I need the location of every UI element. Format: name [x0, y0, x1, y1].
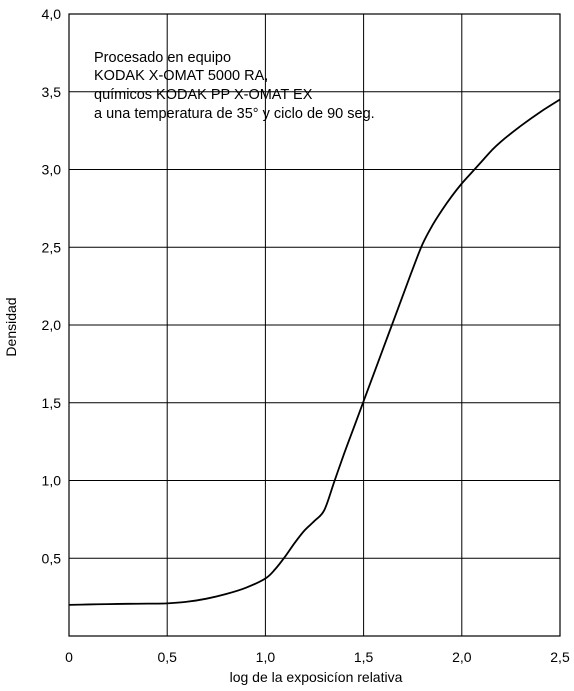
y-tick-label: 0,5 — [42, 550, 62, 566]
x-tick-label: 2,0 — [452, 649, 472, 665]
y-tick-label: 2,5 — [42, 239, 62, 255]
y-tick-label: 1,5 — [42, 395, 62, 411]
plot-frame — [68, 13, 561, 637]
annotation-line: Procesado en equipo — [94, 50, 231, 66]
y-axis-label: Densidad — [3, 297, 19, 356]
y-tick-label: 3,0 — [42, 162, 62, 178]
y-tick-labels: 0,5 1,0 1,5 2,0 2,5 3,0 3,5 4,0 — [42, 6, 62, 566]
series-line — [68, 98, 561, 606]
annotation-line: químicos KODAK PP X-OMAT EX — [94, 87, 313, 103]
x-tick-labels: 0 0,5 1,0 1,5 2,0 2,5 — [65, 649, 570, 665]
y-tick-label: 3,5 — [42, 84, 62, 100]
y-tick-label: 1,0 — [42, 473, 62, 489]
x-tick-label: 1,5 — [354, 649, 374, 665]
annotation-line: a una temperatura de 35° y ciclo de 90 s… — [94, 106, 375, 122]
x-tick-label: 1,0 — [256, 649, 276, 665]
y-tick-label: 4,0 — [42, 6, 62, 22]
annotation-line: KODAK X-OMAT 5000 RA, — [94, 68, 268, 84]
series-group — [68, 98, 561, 606]
x-tick-label: 0 — [65, 649, 73, 665]
x-tick-label: 0,5 — [157, 649, 177, 665]
x-tick-label: 2,5 — [550, 649, 570, 665]
y-tick-label: 2,0 — [42, 317, 62, 333]
x-axis-label: log de la exposicíon relativa — [230, 669, 403, 685]
chart-annotation: Procesado en equipo KODAK X-OMAT 5000 RA… — [94, 50, 375, 122]
